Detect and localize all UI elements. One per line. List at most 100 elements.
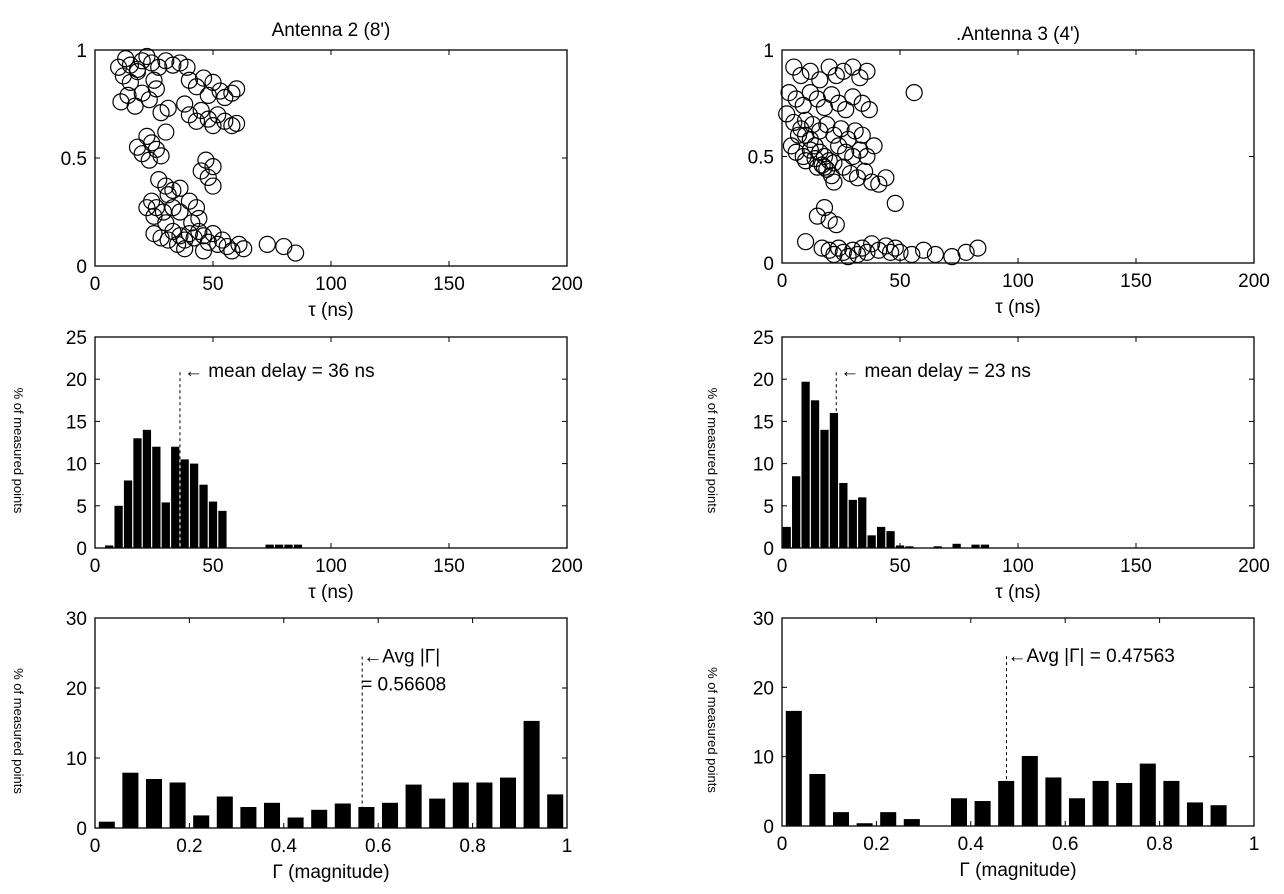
delay3-bar (876, 526, 886, 548)
scatter3-xtick-label: 200 (1238, 271, 1270, 292)
scatter2-point (157, 123, 175, 141)
scatter3-point (891, 243, 909, 261)
delay3-bar (801, 381, 810, 548)
scatter2-point (194, 227, 213, 245)
scatter3-ytick-label: 0.5 (748, 148, 774, 169)
delay3-xtick-label: 0 (777, 556, 788, 577)
scatter2-point (138, 199, 156, 217)
delay2-bar (274, 544, 284, 548)
delay3-bar (810, 400, 820, 548)
scatter3-point (830, 137, 848, 155)
scatter3-point (787, 90, 805, 108)
scatter2-point (176, 95, 194, 113)
scatter3-point (801, 130, 819, 149)
gamma2-xtick-label: 0.4 (271, 836, 298, 857)
gamma3-bar (785, 710, 802, 826)
scatter3-point (792, 66, 810, 85)
scatter3-point (844, 147, 862, 166)
gamma2-ytick-label: 30 (66, 609, 87, 630)
delay3-ytick-label: 10 (753, 455, 774, 476)
scatter3-xtick-label: 150 (1120, 271, 1152, 292)
scatter3-point (858, 62, 876, 80)
scatter2-point (218, 237, 236, 256)
scatter3-point (881, 243, 900, 261)
scatter3-point (848, 245, 867, 264)
scatter3-point (813, 156, 831, 174)
gamma3-mean-label: ←Avg |Γ| = 0.47563 (1007, 646, 1174, 667)
scatter3-point (886, 239, 904, 257)
scatter3-ytick-label: 1 (763, 41, 774, 62)
delay2-bar (142, 429, 152, 548)
delay3-bar (848, 499, 857, 548)
scatter3-point (806, 150, 824, 168)
delay3-bar (933, 546, 942, 548)
gamma2-bar (334, 803, 351, 828)
delay2-mean-label: ← mean delay = 36 ns (184, 361, 375, 382)
delay2-ytick-label: 15 (66, 412, 87, 433)
scatter2-point (235, 240, 253, 258)
scatter2-point (258, 235, 276, 253)
scatter3-point (870, 175, 888, 193)
delay2-bar (133, 438, 142, 548)
scatter3-point (830, 239, 848, 257)
scatter3-point (914, 241, 933, 259)
gamma2-bar (122, 772, 139, 828)
scatter3-ytick-label: 0 (763, 254, 774, 275)
gamma3-bar (1186, 802, 1204, 826)
scatter2-point (145, 71, 163, 89)
scatter3-point (853, 239, 871, 257)
gamma3-ytick-label: 20 (753, 678, 774, 699)
gamma3-bar (1021, 755, 1038, 826)
delay2-xtick-label: 0 (90, 556, 101, 577)
gamma2-xtick-label: 1 (562, 836, 573, 857)
scatter2-point (171, 203, 189, 221)
scatter2-point (209, 235, 227, 253)
scatter2-point (194, 69, 213, 87)
delay3-bar (858, 497, 867, 548)
gamma3-bar (1139, 763, 1156, 826)
gamma3-ytick-label: 0 (763, 817, 774, 838)
scatter3-point (844, 241, 862, 259)
scatter2-xtick-label: 200 (551, 274, 583, 295)
delay2-bar (161, 502, 170, 548)
scatter2-point (164, 181, 182, 199)
scatter2-point (192, 101, 210, 120)
scatter2-point (164, 56, 182, 74)
gamma3-bar (1163, 780, 1180, 826)
gamma3-bar (809, 774, 826, 826)
scatter3-point (827, 216, 845, 234)
scatter2-point (223, 242, 241, 260)
delay2-xlabel: τ (ns) (308, 582, 354, 603)
scatter3-point (801, 141, 819, 159)
scatter2-point (187, 78, 206, 96)
gamma2-ytick-label: 10 (66, 749, 87, 770)
delay2-ytick-label: 20 (66, 370, 87, 391)
scatter2-point (204, 158, 222, 176)
delay2-ytick-label: 10 (66, 455, 87, 476)
scatter3-point (815, 199, 834, 217)
delay3-bar (886, 531, 895, 548)
gamma2-bar (523, 720, 540, 828)
delay2-ytick-label: 25 (66, 328, 87, 349)
gamma3-bar (974, 801, 991, 826)
scatter3-point (785, 113, 803, 132)
scatter2-xtick-label: 150 (433, 274, 465, 295)
gamma2-bar (216, 796, 233, 828)
gamma2-bar (547, 794, 564, 828)
scatter3-point (825, 173, 843, 191)
gamma2-bar (358, 807, 375, 828)
scatter2-point (147, 80, 165, 98)
gamma3-bar (903, 819, 920, 826)
gamma2-bar (476, 782, 493, 828)
scatter2-point (138, 47, 156, 66)
delay2-bar (208, 501, 218, 548)
scatter2-xlabel: τ (ns) (308, 300, 354, 321)
scatter2-title: Antenna 2 (8') (272, 20, 391, 41)
scatter3-point (820, 241, 838, 259)
gamma3-ylabel: % of measured points (705, 667, 720, 793)
gamma2-bar (145, 779, 163, 828)
delay2-bar (114, 505, 123, 548)
delay2-ytick-label: 5 (76, 497, 87, 518)
gamma3-xtick-label: 0.6 (1052, 834, 1078, 855)
